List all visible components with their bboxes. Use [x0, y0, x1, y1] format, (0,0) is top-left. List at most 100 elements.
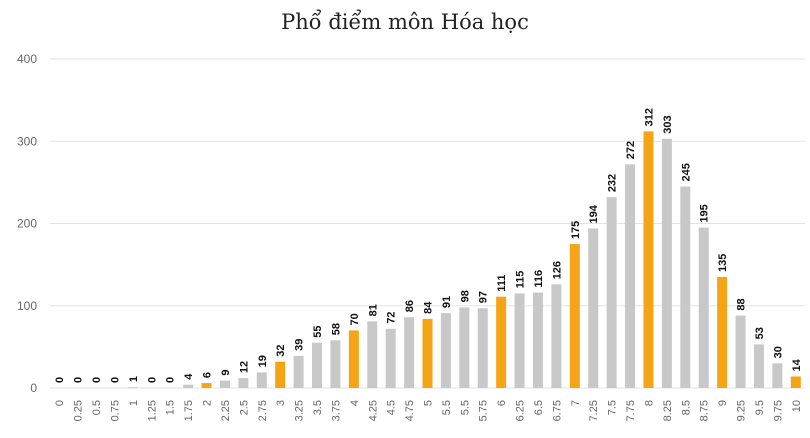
x-tick-label: 4: [349, 400, 361, 406]
x-tick-label: 9.25: [736, 400, 748, 421]
chart-title: Phổ điểm môn Hóa học: [281, 10, 529, 34]
y-tick-label: 0: [30, 381, 37, 395]
y-tick-label: 100: [17, 299, 37, 313]
x-tick-label: 8.75: [699, 400, 711, 421]
x-tick-label: 3.25: [294, 400, 306, 421]
bar: [348, 330, 359, 388]
bar: [293, 355, 304, 388]
x-tick-label: 5.5: [459, 400, 471, 415]
data-label: 58: [330, 323, 342, 335]
bar: [219, 380, 230, 388]
x-tick-label: 0.25: [73, 400, 85, 421]
data-label: 0: [91, 377, 103, 383]
bar: [275, 361, 286, 388]
x-tick-label: 5.5: [441, 400, 453, 415]
bar: [661, 138, 672, 388]
x-tick-label: 6.75: [551, 400, 563, 421]
bar: [459, 307, 470, 388]
data-label: 0: [146, 377, 158, 383]
x-tick-label: 7.25: [588, 400, 600, 421]
bar: [201, 383, 212, 388]
bar: [717, 276, 728, 388]
bar: [606, 197, 617, 388]
data-label: 135: [717, 254, 729, 272]
bar: [532, 292, 543, 388]
bar: [772, 363, 783, 388]
data-label: 232: [607, 174, 619, 192]
x-tick-label: 9.75: [772, 400, 784, 421]
data-label: 245: [680, 163, 692, 181]
x-tick-label: 10: [791, 400, 803, 412]
data-label: 12: [238, 361, 250, 373]
data-label: 175: [570, 221, 582, 239]
x-tick-label: 5: [423, 400, 435, 406]
bar: [698, 227, 709, 388]
x-tick-label: 6.5: [533, 400, 545, 415]
data-label: 97: [478, 291, 490, 303]
x-tick-label: 8.25: [662, 400, 674, 421]
x-tick-label: 9.5: [754, 400, 766, 415]
x-tick-label: 2.5: [238, 400, 250, 415]
data-label: 303: [662, 115, 674, 133]
bar: [183, 384, 194, 388]
bar: [569, 244, 580, 388]
data-label: 70: [349, 313, 361, 325]
data-label: 111: [496, 275, 508, 292]
data-label: 0: [54, 377, 66, 383]
x-tick-label: 8.5: [680, 400, 692, 415]
bar: [790, 376, 801, 388]
data-label: 272: [625, 141, 637, 159]
data-label: 98: [459, 290, 471, 302]
bar: [330, 340, 341, 388]
data-label: 194: [588, 204, 600, 223]
data-label: 88: [736, 298, 748, 310]
bar: [238, 378, 249, 388]
x-tick-label: 7: [570, 400, 582, 406]
x-tick-label: 4.25: [367, 400, 379, 421]
bar: [753, 344, 764, 388]
x-tick-label: 9: [717, 400, 729, 406]
data-label: 55: [312, 326, 324, 338]
x-tick-label: 3.5: [312, 400, 324, 415]
data-label: 1: [128, 376, 140, 382]
bar: [385, 328, 396, 388]
bar: [440, 313, 451, 388]
data-label: 195: [699, 204, 711, 222]
x-tick-label: 6.25: [515, 400, 527, 421]
data-label: 0: [109, 377, 121, 383]
data-label: 14: [791, 358, 803, 371]
x-tick-label: 1.25: [146, 400, 158, 421]
bar: [312, 342, 323, 388]
bar: [127, 387, 138, 388]
data-label: 86: [404, 300, 416, 312]
data-label: 6: [202, 372, 214, 378]
bar: [680, 186, 691, 388]
data-label: 32: [275, 344, 287, 356]
data-label: 19: [257, 355, 269, 367]
x-tick-label: 0.75: [109, 400, 121, 421]
x-tick-label: 0: [54, 400, 66, 406]
bar: [514, 293, 525, 388]
data-label: 30: [772, 346, 784, 358]
data-label: 4: [183, 373, 195, 380]
x-tick-label: 7.75: [625, 400, 637, 421]
data-label: 0: [165, 377, 177, 383]
data-label: 81: [367, 304, 379, 316]
bar: [643, 131, 654, 388]
data-label: 115: [515, 271, 527, 289]
data-label: 39: [294, 339, 306, 351]
data-label: 0: [73, 377, 85, 383]
x-tick-label: 4.75: [404, 400, 416, 421]
bar: [735, 315, 746, 388]
bar: [588, 228, 599, 388]
data-label: 53: [754, 327, 766, 339]
data-label: 126: [551, 261, 563, 279]
y-tick-label: 300: [17, 134, 37, 148]
x-tick-label: 2.75: [257, 400, 269, 421]
x-tick-label: 1: [128, 400, 140, 406]
x-tick-label: 3: [275, 400, 287, 406]
x-tick-label: 2: [202, 400, 214, 406]
x-tick-label: 6: [496, 400, 508, 406]
bar: [477, 308, 488, 388]
